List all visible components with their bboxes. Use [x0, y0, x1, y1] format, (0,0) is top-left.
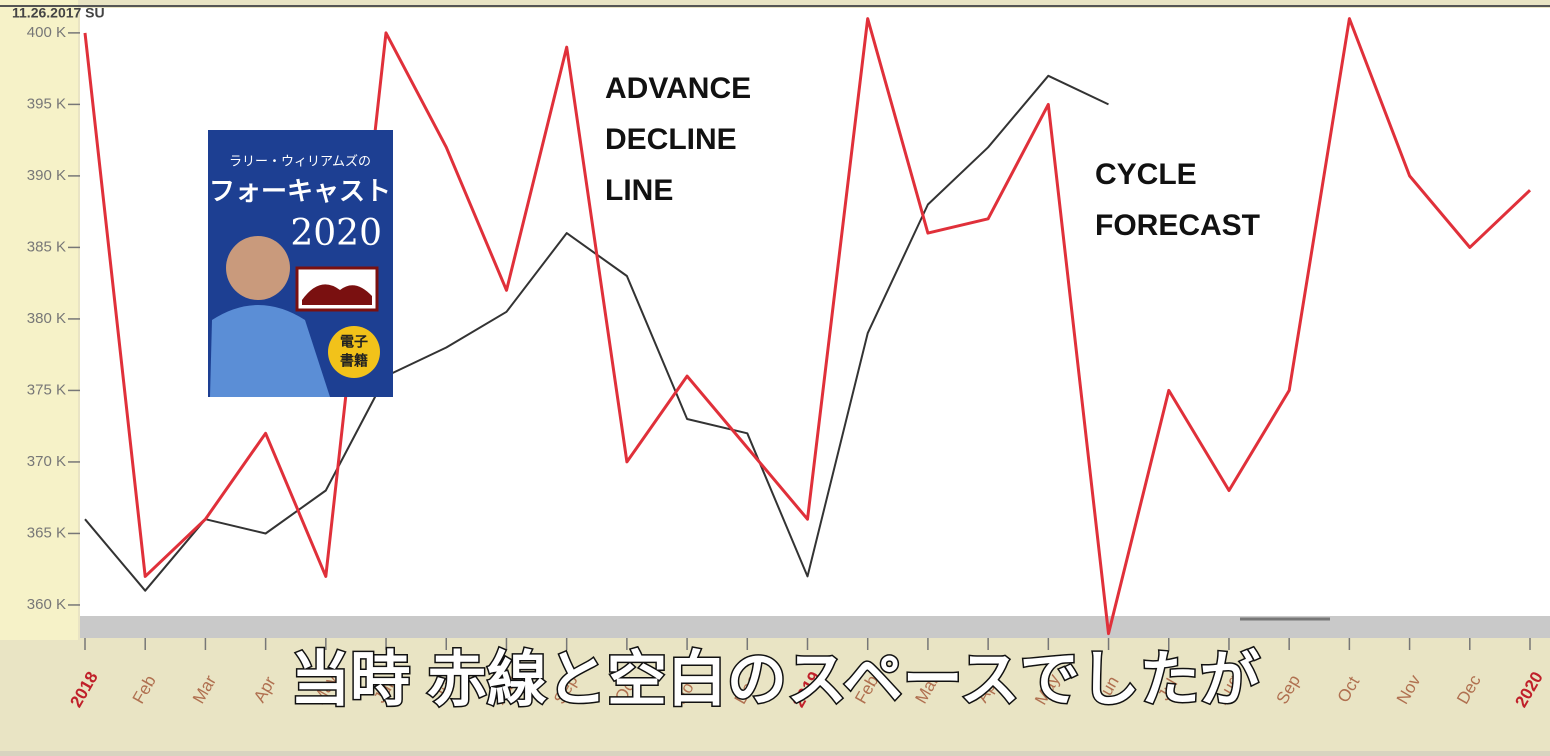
y-tick-label: 385 K [27, 238, 66, 255]
annotation: DECLINE [605, 123, 737, 156]
y-tick-label: 360 K [27, 596, 66, 613]
y-tick-label: 365 K [27, 524, 66, 541]
plot: 360 K 365 K 370 K 375 K 380 K 385 K 390 K 395 K… [27, 17, 1547, 711]
y-tick-label: 370 K [27, 453, 66, 470]
book-subtitle: ラリー・ウィリアムズの [229, 153, 371, 168]
book-logo-bull [302, 284, 372, 305]
chart-header: 11.26.2017 SU [12, 5, 105, 21]
book-year: 2020 [290, 213, 382, 254]
y-tick-label: 375 K [27, 381, 66, 398]
annotation: CYCLE [1095, 158, 1197, 191]
book-portrait-face [226, 236, 290, 300]
annotation: LINE [605, 174, 673, 207]
book-badge-text: 電子 [340, 334, 368, 350]
book-portrait-shirt [210, 305, 330, 397]
y-tick-label: 390 K [27, 167, 66, 184]
y-tick-label: 380 K [27, 310, 66, 327]
caption: 当時 赤線と空白のスペースでしたが [290, 646, 1259, 713]
book-badge-text: 書籍 [340, 353, 368, 369]
y-tick-label: 395 K [27, 95, 66, 112]
y-tick-label: 400 K [27, 24, 66, 41]
annotation: ADVANCE [605, 72, 751, 105]
y-axis-band [0, 0, 78, 640]
book-cover: ラリー・ウィリアムズの フォーキャスト 2020 電子 書籍 [208, 130, 393, 397]
series-line [83, 17, 1532, 636]
annotation: FORECAST [1095, 209, 1260, 242]
book-badge [328, 326, 380, 378]
book-title: フォーキャスト [209, 177, 391, 207]
scrollbar [80, 616, 1550, 638]
